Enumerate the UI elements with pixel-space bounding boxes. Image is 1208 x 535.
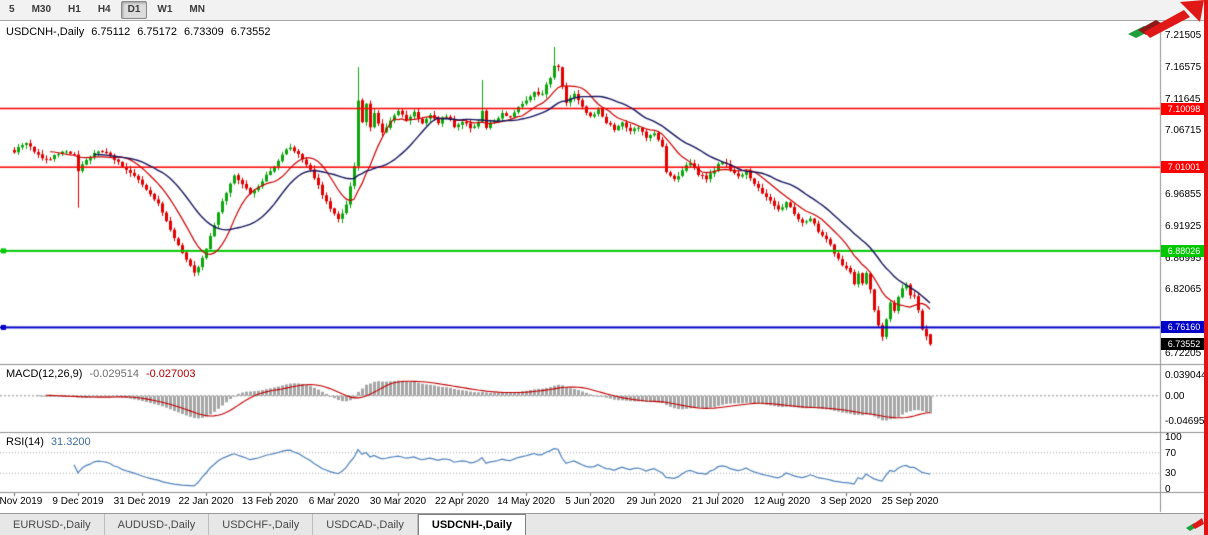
price-axis-label: 7.16575	[1165, 61, 1202, 73]
tab-usdcad[interactable]: USDCAD-,Daily	[313, 514, 418, 535]
symbol-label: USDCNH-,Daily	[6, 26, 85, 38]
high-value: 6.75172	[137, 26, 177, 38]
date-axis-label: 15 Nov 2019	[0, 496, 43, 507]
price-axis-label: 6.91925	[1165, 220, 1202, 232]
right-edge-watermark-strip	[1204, 0, 1208, 535]
rsi-axis-label: 100	[1165, 432, 1182, 443]
date-axis-label: 21 Jul 2020	[692, 496, 744, 507]
macd-main-value: -0.029514	[89, 368, 139, 380]
close-value: 6.73552	[230, 26, 271, 38]
price-axis-label: 6.72205	[1165, 347, 1202, 359]
date-axis-label: 13 Feb 2020	[241, 496, 299, 507]
date-axis-label: 12 Aug 2020	[753, 496, 811, 507]
date-axis-label: 3 Sep 2020	[820, 496, 872, 507]
timeframe-button-h4[interactable]: H4	[97, 4, 111, 15]
price-level-badge: 6.88026	[1161, 244, 1207, 257]
tab-eurusd[interactable]: EURUSD-,Daily	[0, 514, 105, 535]
price-level-badge: 7.01001	[1161, 161, 1207, 174]
timeframe-button-5[interactable]: 5	[9, 4, 15, 15]
macd-label: MACD(12,26,9)	[6, 368, 83, 380]
timeframe-toolbar: 5 M30 H1 H4 D1 W1 MN	[0, 0, 1208, 21]
tab-usdcnh[interactable]: USDCNH-,Daily	[417, 514, 526, 535]
rsi-axis-label: 70	[1165, 447, 1177, 459]
macd-axis-label: 0.00	[1165, 390, 1185, 402]
low-value: 6.73309	[183, 26, 224, 38]
macd-axis-label: -0.046959	[1165, 415, 1208, 427]
tab-audusd[interactable]: AUDUSD-,Daily	[105, 514, 210, 535]
macd-axis-label: 0.039044	[1165, 369, 1207, 381]
date-axis-label: 31 Dec 2019	[113, 496, 171, 507]
price-axis-label: 7.06715	[1165, 125, 1202, 137]
timeframe-button-d1[interactable]: D1	[120, 1, 148, 19]
price-axis-label: 7.21505	[1165, 29, 1202, 41]
rsi-value: 31.3200	[50, 436, 91, 448]
date-axis-label: 9 Dec 2019	[52, 496, 104, 507]
rsi-axis-label: 0	[1165, 484, 1171, 495]
timeframe-button-h1[interactable]: H1	[68, 4, 81, 15]
date-axis-label: 22 Jan 2020	[178, 496, 234, 507]
date-axis-label: 29 Jun 2020	[626, 496, 682, 507]
timeframe-button-w1[interactable]: W1	[157, 4, 173, 15]
open-value: 6.75112	[91, 26, 131, 38]
timeframe-button-m30[interactable]: M30	[31, 4, 52, 15]
date-axis-label: 30 Mar 2020	[369, 496, 427, 507]
tab-usdchf[interactable]: USDCHF-,Daily	[209, 514, 314, 535]
chart-tabs-bar: EURUSD-,Daily AUDUSD-,Daily USDCHF-,Daily U…	[0, 513, 1208, 535]
price-axis-label: 6.82065	[1165, 284, 1202, 296]
date-axis-label: 6 Mar 2020	[308, 496, 360, 507]
rsi-header: RSI(14) 31.3200	[6, 436, 98, 448]
date-axis-label: 5 Jun 2020	[565, 496, 615, 507]
date-axis-label: 14 May 2020	[497, 496, 555, 507]
price-axis-label: 6.96855	[1165, 188, 1202, 200]
bottom-corner-graphic	[1186, 518, 1204, 531]
macd-header: MACD(12,26,9) -0.029514 -0.027003	[6, 368, 203, 380]
price-level-badge: 6.76160	[1161, 321, 1207, 334]
chart-ohlc-header: USDCNH-,Daily 6.75112 6.75172 6.73309 6.7355…	[6, 26, 277, 38]
date-axis-label: 22 Apr 2020	[435, 496, 489, 507]
price-axis-label: 7.11645	[1165, 93, 1201, 105]
price-level-badge: 7.10098	[1161, 102, 1207, 115]
current-price-badge: 6.73552	[1161, 338, 1207, 351]
corner-arrow-graphic	[1128, 0, 1204, 38]
timeframe-button-mn[interactable]: MN	[189, 4, 205, 15]
date-axis-label: 25 Sep 2020	[881, 496, 939, 507]
rsi-label: RSI(14)	[6, 436, 44, 448]
rsi-axis-label: 30	[1165, 468, 1177, 480]
macd-signal-value: -0.027003	[145, 368, 196, 380]
price-axis-label: 6.86995	[1165, 252, 1202, 264]
